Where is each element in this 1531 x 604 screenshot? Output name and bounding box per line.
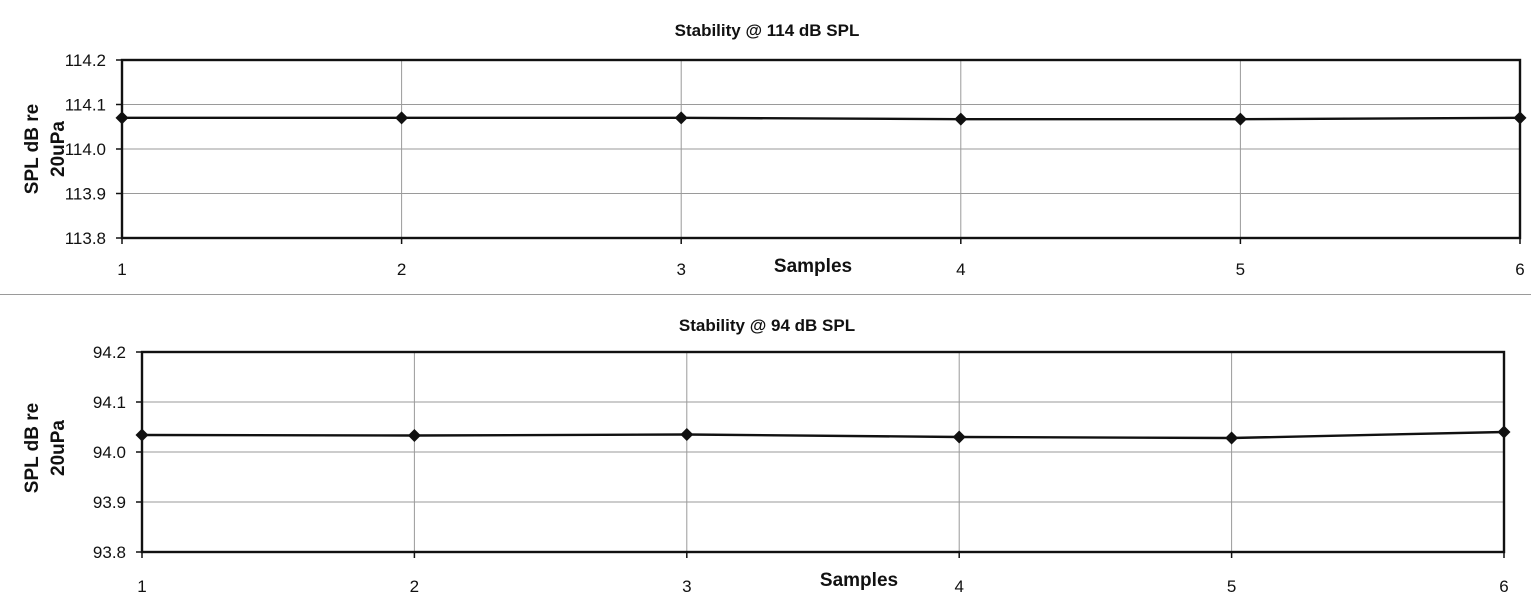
x-tick-label: 5 [1236,260,1245,279]
data-point-marker [407,429,421,442]
x-tick-label: 1 [137,577,146,596]
data-point-marker [1225,431,1239,445]
x-tick-label: 5 [1227,577,1236,596]
x-axis-label: Samples [774,256,852,277]
chart-114-svg: Stability @ 114 dB SPL 114.2114.1114.011… [22,21,1527,279]
grid-group [136,351,1505,558]
x-tick-group: 1 2 3 4 5 6 [117,260,1524,279]
data-point-marker [395,111,409,125]
y-tick-label: 94.2 [93,343,126,362]
x-tick-label: 1 [117,260,126,279]
y-tick-label: 114.1 [65,96,106,115]
chart-panel-114: Stability @ 114 dB SPL 114.2 114.1 114.0 11… [0,0,1531,295]
x-tick-label: 2 [410,577,419,596]
x-tick-label: 4 [954,577,963,596]
data-point-marker [680,428,694,441]
plot-frame [120,58,1522,240]
chart-94-svg: Stability @ 94 dB SPL 94.2 94.1 94.0 93.9 93… [22,316,1511,596]
x-tick-label: 6 [1515,260,1524,279]
y-tick-group: 114.2 114.1 114.0 113.9 113.8 [65,51,106,248]
y-axis-label-line2: 20uPa [48,420,69,476]
plot-frame [140,350,1506,554]
x-tick-group: 1 2 3 4 5 6 [137,577,1508,596]
y-axis-label-line1: SPL dB re [22,104,43,194]
series-group [115,111,1527,126]
x-tick-label: 3 [676,260,685,279]
chart-title: Stability @ 94 dB SPL [679,316,855,335]
x-tick-label: 2 [397,260,406,279]
y-axis-label-line1: SPL dB re [22,403,43,493]
y-tick-label: 113.8 [65,229,106,248]
y-tick-group: 94.2 94.1 94.0 93.9 93.8 [93,343,126,562]
y-tick-label: 94.0 [93,443,126,462]
x-tick-label: 3 [682,577,691,596]
chart-title: Stability @ 114 dB SPL [675,21,860,40]
data-point-marker [1233,112,1247,126]
x-tick-label: 4 [956,260,965,279]
data-point-marker [674,111,688,125]
y-tick-label: 94.1 [93,393,126,412]
x-tick-label: 6 [1499,577,1508,596]
x-axis-label: Samples [820,570,898,591]
y-tick-label: 113.9 [65,185,106,204]
data-point-marker [954,112,968,126]
chart-panel-94: Stability @ 94 dB SPL 94.2 94.1 94.0 93.9 93… [0,295,1531,604]
data-point-marker [952,430,966,444]
series-line [141,430,1505,440]
y-tick-label: 93.8 [93,543,126,562]
y-tick-label: 114.2 [65,51,106,70]
y-tick-label: 114.0 [65,140,106,159]
grid-group [116,59,1521,244]
y-tick-label: 93.9 [93,493,126,512]
series-group [135,425,1511,445]
series-line [122,116,1521,121]
y-axis-label-line2: 20uPa [48,121,69,177]
